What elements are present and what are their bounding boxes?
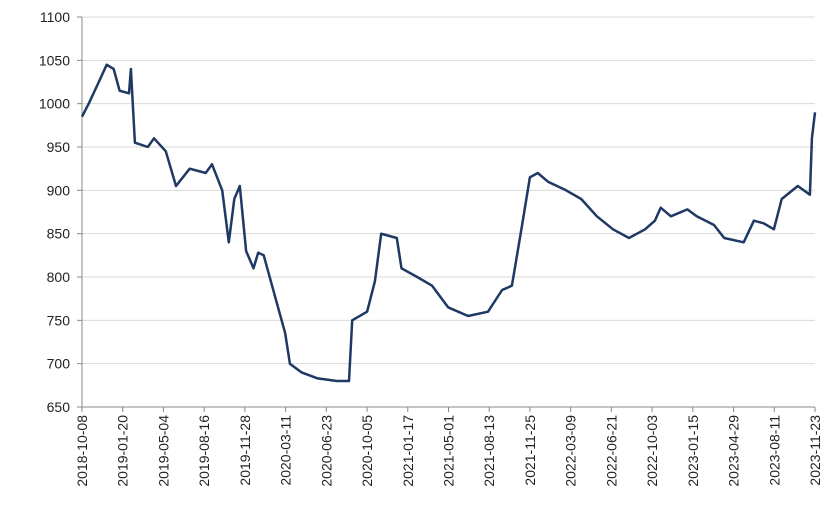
- y-tick-label: 1000: [39, 96, 70, 112]
- x-tick-label: 2020-06-23: [318, 415, 334, 487]
- y-tick-label: 750: [47, 312, 71, 328]
- x-tick-label: 2023-08-11: [766, 415, 782, 486]
- x-tick-label: 2019-01-20: [115, 415, 131, 487]
- y-tick-label: 650: [47, 399, 71, 415]
- y-tick-label: 800: [47, 269, 71, 285]
- x-tick-label: 2018-10-08: [74, 415, 90, 487]
- x-tick-label: 2020-03-11: [278, 415, 294, 486]
- x-tick-label: 2021-01-17: [400, 415, 416, 487]
- y-tick-label: 1100: [40, 9, 70, 25]
- x-tick-label: 2019-11-28: [237, 415, 253, 486]
- x-tick-label: 2023-11-23: [807, 415, 823, 486]
- y-tick-label: 950: [47, 139, 71, 155]
- x-tick-label: 2022-03-09: [563, 415, 579, 487]
- x-tick-label: 2021-05-01: [441, 415, 457, 487]
- series-line: [80, 63, 817, 383]
- x-tick-label: 2023-01-15: [685, 415, 701, 487]
- x-tick-label: 2021-08-13: [481, 415, 497, 487]
- x-tick-label: 2019-05-04: [155, 415, 171, 487]
- x-tick-label: 2021-11-25: [522, 415, 538, 486]
- x-tick-label: 2022-06-21: [603, 415, 619, 487]
- x-tick-label: 2020-10-05: [359, 415, 375, 487]
- y-tick-label: 700: [47, 356, 71, 372]
- y-tick-label: 900: [47, 182, 71, 198]
- x-tick-label: 2023-04-29: [726, 415, 742, 487]
- y-tick-label: 850: [47, 226, 71, 242]
- x-tick-label: 2022-10-03: [644, 415, 660, 487]
- y-tick-label: 1050: [39, 52, 70, 68]
- x-tick-label: 2019-08-16: [196, 415, 212, 487]
